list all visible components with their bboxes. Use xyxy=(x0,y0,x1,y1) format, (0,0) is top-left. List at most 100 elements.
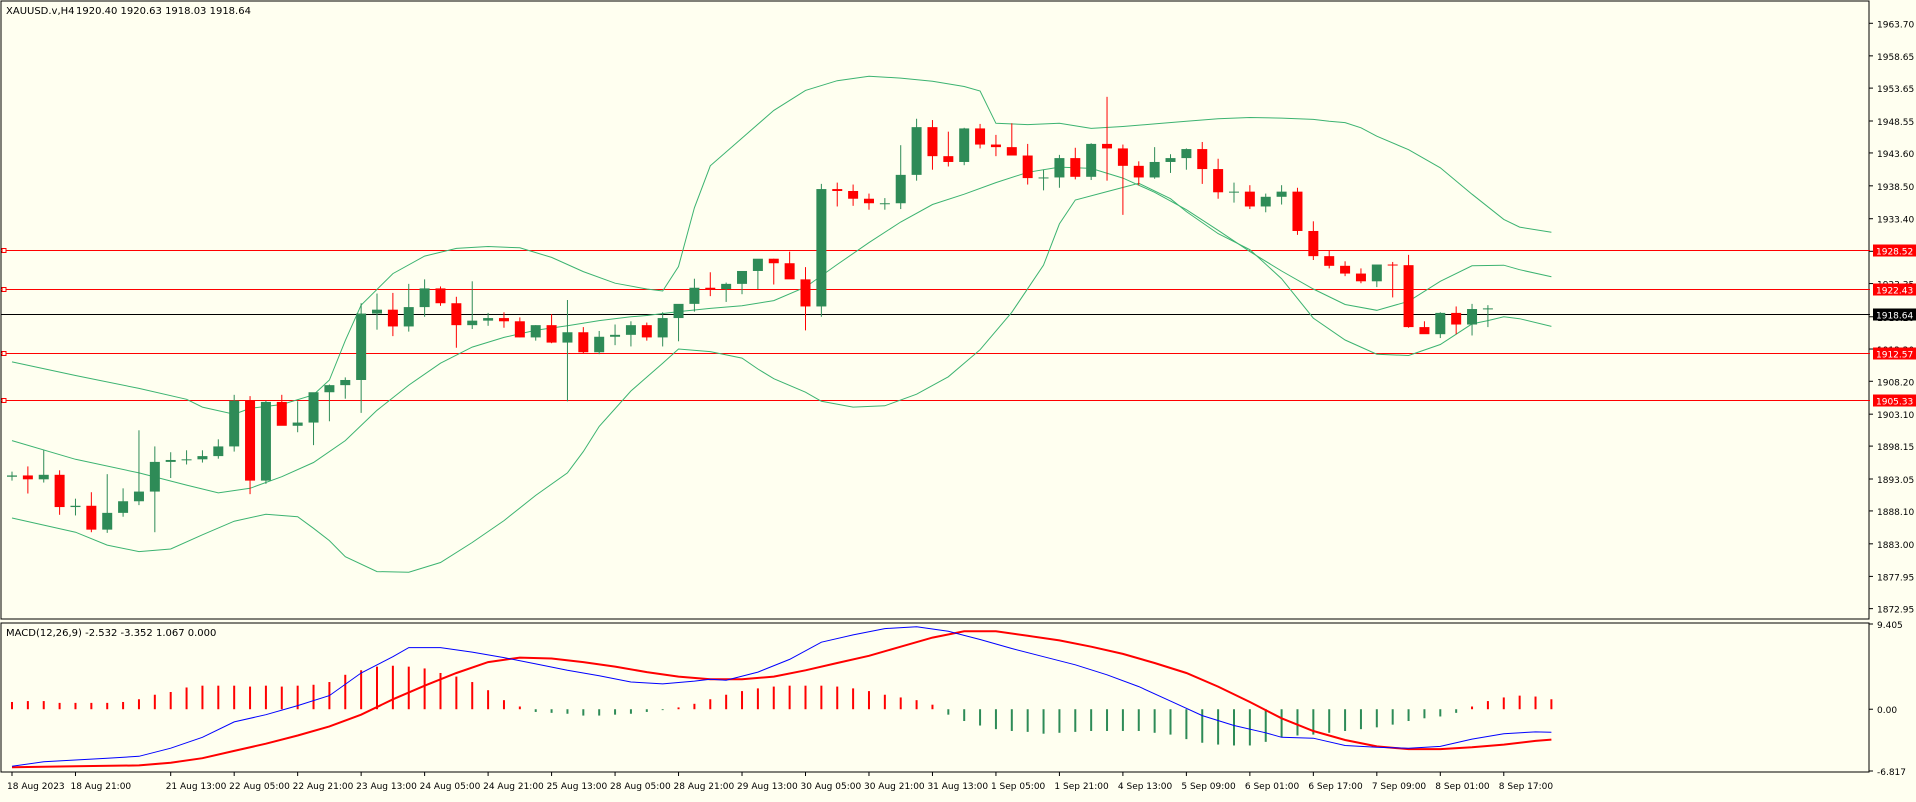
candle-body xyxy=(625,325,636,335)
candle-body xyxy=(1133,165,1144,178)
bollinger-upper-band xyxy=(11,75,1552,415)
time-tick-label: 28 Aug 05:00 xyxy=(610,782,671,792)
candle-body xyxy=(1181,149,1192,159)
candle-body xyxy=(1324,256,1335,266)
time-tick-label: 23 Aug 13:00 xyxy=(356,782,417,792)
time-tick-label: 6 Sep 01:00 xyxy=(1245,782,1300,792)
time-tick-label: 8 Sep 01:00 xyxy=(1435,782,1490,792)
candle-body xyxy=(1435,312,1446,335)
candle-body xyxy=(1054,158,1065,178)
time-tick-label: 30 Aug 05:00 xyxy=(801,782,862,792)
candle-body xyxy=(705,287,716,290)
macd-panel: 9.405 0.00 -6.817 18 Aug 2023 18 Aug 21:00 21… xyxy=(7,621,1906,792)
candle-body xyxy=(1022,155,1033,179)
macd-panel-frame xyxy=(0,622,1870,773)
candle-body xyxy=(7,475,17,477)
level-price-label: 1928.52 xyxy=(1876,248,1913,258)
candle-body xyxy=(118,501,129,513)
candle-body xyxy=(578,332,589,353)
candle-body xyxy=(610,334,621,337)
time-tick-label: 1 Sep 21:00 xyxy=(1054,782,1109,792)
price-tick-label: 1888.10 xyxy=(1877,508,1914,518)
price-tick-label: 1958.65 xyxy=(1877,53,1914,63)
candle-body xyxy=(530,325,541,338)
candle-body xyxy=(1292,191,1303,231)
candle-body xyxy=(1070,158,1081,177)
time-tick-label: 25 Aug 13:00 xyxy=(547,782,608,792)
candle-body xyxy=(340,379,351,386)
candle-body xyxy=(990,144,1001,148)
time-tick-label: 1 Sep 05:00 xyxy=(991,782,1046,792)
candle-body xyxy=(22,475,33,480)
level-handle xyxy=(1,351,7,356)
time-tick-label: 5 Sep 09:00 xyxy=(1181,782,1236,792)
candle-body xyxy=(70,505,81,508)
candle-body xyxy=(1467,309,1478,325)
price-panel-frame xyxy=(0,0,1870,620)
candle-body xyxy=(324,385,335,393)
time-tick-label: 6 Sep 17:00 xyxy=(1308,782,1363,792)
candle-body xyxy=(149,461,160,492)
macd-tick-label: 9.405 xyxy=(1877,621,1903,631)
candle-body xyxy=(721,283,732,290)
candle-body xyxy=(768,258,779,264)
time-tick-label: 18 Aug 21:00 xyxy=(70,782,131,792)
candle-body xyxy=(229,400,240,447)
candle-body xyxy=(54,474,65,508)
candle-body xyxy=(784,263,795,280)
candle-body xyxy=(1086,143,1097,177)
candle-body xyxy=(1038,177,1049,179)
candle-body xyxy=(911,127,922,175)
time-tick-label: 31 Aug 13:00 xyxy=(927,782,988,792)
candle-body xyxy=(1308,230,1319,257)
time-tick-label: 24 Aug 05:00 xyxy=(420,782,481,792)
candle-body xyxy=(1419,327,1430,335)
candle-body xyxy=(1228,191,1239,193)
candle-body xyxy=(403,307,414,327)
level-handle xyxy=(1,398,7,403)
price-tick-label: 1903.10 xyxy=(1877,411,1914,421)
level-price-tag xyxy=(1873,394,1916,407)
candle-body xyxy=(213,446,224,457)
candle-body xyxy=(308,392,319,423)
candle-body xyxy=(165,459,176,462)
time-tick-label: 30 Aug 21:00 xyxy=(864,782,925,792)
price-tick-label: 1933.40 xyxy=(1877,216,1914,226)
candle-body xyxy=(260,401,271,481)
time-tick-label: 22 Aug 05:00 xyxy=(229,782,290,792)
candle-body xyxy=(292,422,303,426)
level-price-tag xyxy=(1873,283,1916,296)
candle-body xyxy=(895,174,906,204)
level-handle xyxy=(1,287,7,292)
candle-body xyxy=(943,156,954,162)
current-price-tag xyxy=(1873,308,1916,321)
time-tick-label: 18 Aug 2023 xyxy=(7,782,65,792)
candle-body xyxy=(1149,161,1160,178)
candle-body xyxy=(1451,312,1462,325)
candle-body xyxy=(1006,147,1017,156)
candle-body xyxy=(1102,143,1113,149)
candle-body xyxy=(372,309,383,314)
candle-body xyxy=(546,325,557,343)
candle-body xyxy=(181,459,192,461)
candle-body xyxy=(594,336,605,353)
macd-tick-label: -6.817 xyxy=(1877,768,1906,778)
candle-body xyxy=(38,474,49,480)
candle-body xyxy=(356,313,367,380)
candle-body xyxy=(1371,264,1382,282)
candle-body xyxy=(927,127,938,157)
level-price-tag xyxy=(1873,244,1916,257)
price-tick-label: 1943.60 xyxy=(1877,150,1914,160)
candle-body xyxy=(197,456,208,460)
candle-body xyxy=(245,400,256,481)
candle-body xyxy=(276,401,287,426)
bollinger-lower-band xyxy=(11,182,1552,573)
level-price-label: 1912.57 xyxy=(1876,351,1913,361)
candle-body xyxy=(848,190,859,199)
level-price-label: 1905.33 xyxy=(1876,398,1913,408)
candle-body xyxy=(816,189,827,307)
price-tick-label: 1948.55 xyxy=(1877,118,1914,128)
